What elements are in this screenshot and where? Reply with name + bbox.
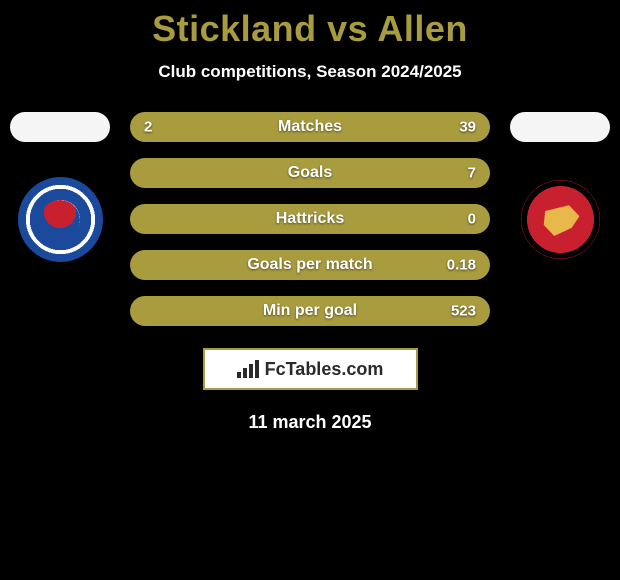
stat-bar: 2 Matches 39 xyxy=(130,112,490,142)
stat-bar: Goals per match 0.18 xyxy=(130,250,490,280)
stat-left-value: 2 xyxy=(144,119,152,136)
stat-bar: Hattricks 0 xyxy=(130,204,490,234)
comparison-row: 2 Matches 39 Goals 7 Hattricks 0 Goals per matc… xyxy=(0,112,620,326)
stat-label: Goals per match xyxy=(247,256,372,274)
watermark-text: FcTables.com xyxy=(265,359,384,380)
left-player-column xyxy=(0,112,120,262)
left-player-photo xyxy=(10,112,110,142)
stat-right-value: 523 xyxy=(451,303,476,320)
chart-icon xyxy=(237,360,259,378)
stat-label: Min per goal xyxy=(263,302,357,320)
stat-label: Goals xyxy=(288,164,332,182)
subtitle: Club competitions, Season 2024/2025 xyxy=(0,62,620,82)
right-club-badge xyxy=(518,177,603,262)
stat-right-value: 0 xyxy=(468,211,476,228)
stat-bar: Min per goal 523 xyxy=(130,296,490,326)
stat-label: Matches xyxy=(278,118,342,136)
stat-right-value: 0.18 xyxy=(447,257,476,274)
date-text: 11 march 2025 xyxy=(0,412,620,433)
stat-bars: 2 Matches 39 Goals 7 Hattricks 0 Goals per matc… xyxy=(120,112,500,326)
left-club-badge xyxy=(18,177,103,262)
page-title: Stickland vs Allen xyxy=(0,0,620,50)
right-player-photo xyxy=(510,112,610,142)
stat-bar: Goals 7 xyxy=(130,158,490,188)
watermark: FcTables.com xyxy=(203,348,418,390)
stat-right-value: 7 xyxy=(468,165,476,182)
stat-right-value: 39 xyxy=(459,119,476,136)
right-player-column xyxy=(500,112,620,262)
stat-label: Hattricks xyxy=(276,210,344,228)
